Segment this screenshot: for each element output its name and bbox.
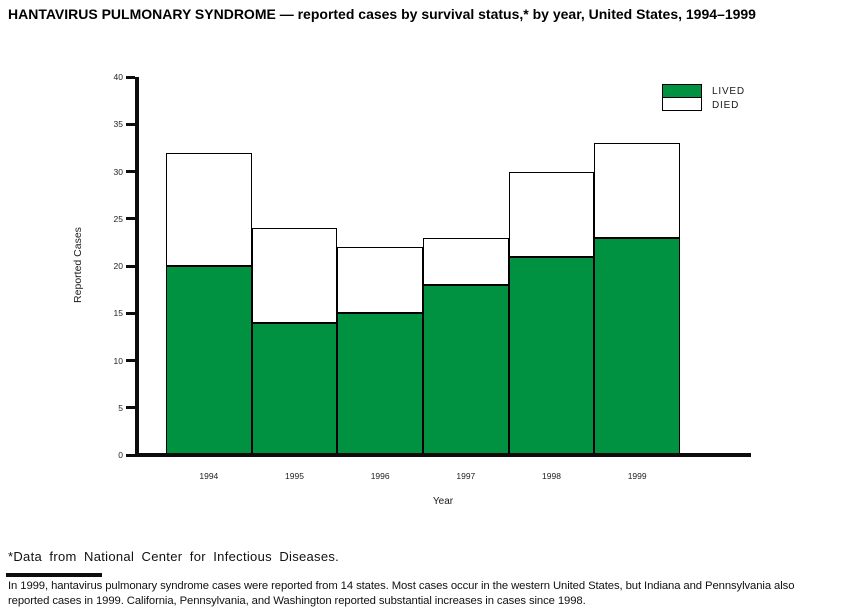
bar-1997 — [423, 237, 509, 455]
y-tick-label-25: 25 — [113, 213, 123, 224]
bar-1999 — [594, 143, 680, 455]
y-axis-title: Reported Cases — [72, 227, 84, 303]
footnote-text-line-2: reported cases in 1999. California, Penn… — [8, 595, 586, 607]
bar-segment-died-1998 — [509, 172, 594, 258]
x-tick-label-1995: 1995 — [285, 471, 304, 481]
x-axis-line — [135, 453, 751, 457]
plot-area: 0 5 10 15 20 25 30 35 40 1994 1995 1996 1997 1998 199… — [72, 72, 751, 507]
bar-segment-lived-1994 — [167, 266, 251, 454]
y-tick-label-15: 15 — [113, 308, 123, 319]
legend: LIVED DIED — [662, 84, 745, 112]
y-tick-label-5: 5 — [118, 402, 123, 413]
y-tick-25 — [126, 217, 135, 221]
bar-segment-died-1999 — [595, 144, 679, 239]
footnote-text-line-1: In 1999, hantavirus pulmonary syndrome c… — [8, 580, 795, 592]
y-tick-5 — [126, 406, 135, 410]
bar-segment-lived-1997 — [424, 285, 508, 454]
bar-segment-lived-1999 — [595, 238, 679, 454]
y-tick-label-30: 30 — [113, 166, 123, 177]
y-tick-20 — [126, 264, 135, 268]
bar-segment-died-1996 — [338, 248, 422, 315]
bar-segment-lived-1995 — [252, 323, 337, 454]
x-tick-label-1997: 1997 — [456, 471, 476, 481]
footnote-source: *Data from National Center for Infectiou… — [8, 549, 340, 564]
x-tick-label-1999: 1999 — [627, 471, 647, 481]
legend-swatch-died — [662, 97, 702, 112]
y-tick-label-20: 20 — [113, 261, 123, 271]
chart-title: HANTAVIRUS PULMONARY SYNDROME — reported… — [8, 6, 756, 22]
legend-swatch-lived — [662, 84, 702, 98]
bar-1998 — [508, 171, 595, 455]
bar-segment-died-1997 — [424, 238, 508, 286]
x-tick-label-1996: 1996 — [370, 471, 390, 481]
legend-label-died: DIED — [712, 99, 740, 111]
footnote-text: In 1999, hantavirus pulmonary syndrome c… — [8, 579, 856, 609]
legend-row-lived: LIVED — [662, 84, 745, 98]
y-tick-35 — [126, 122, 135, 126]
legend-label-lived: LIVED — [712, 85, 745, 97]
bar-segment-lived-1996 — [338, 314, 422, 454]
y-tick-0 — [126, 453, 135, 457]
y-tick-label-0: 0 — [118, 450, 123, 460]
bar-1996 — [337, 247, 423, 455]
footnote-divider — [6, 573, 102, 577]
y-tick-label-40: 40 — [113, 72, 123, 82]
y-tick-label-10: 10 — [113, 355, 123, 366]
bar-segment-died-1994 — [167, 153, 251, 267]
bar-segment-lived-1998 — [509, 257, 594, 454]
x-tick-label-1998: 1998 — [542, 471, 561, 481]
y-axis-line — [135, 77, 139, 457]
y-tick-10 — [126, 359, 135, 362]
bar-1995 — [251, 228, 338, 455]
x-axis-title: Year — [432, 496, 454, 507]
y-tick-15 — [126, 311, 135, 315]
x-tick-label-1994: 1994 — [199, 471, 219, 481]
y-tick-label-35: 35 — [113, 119, 123, 130]
y-tick-40 — [126, 75, 135, 79]
bar-1994 — [166, 152, 252, 455]
legend-row-died: DIED — [662, 97, 745, 112]
bar-segment-died-1995 — [252, 229, 337, 324]
y-tick-30 — [126, 170, 135, 173]
